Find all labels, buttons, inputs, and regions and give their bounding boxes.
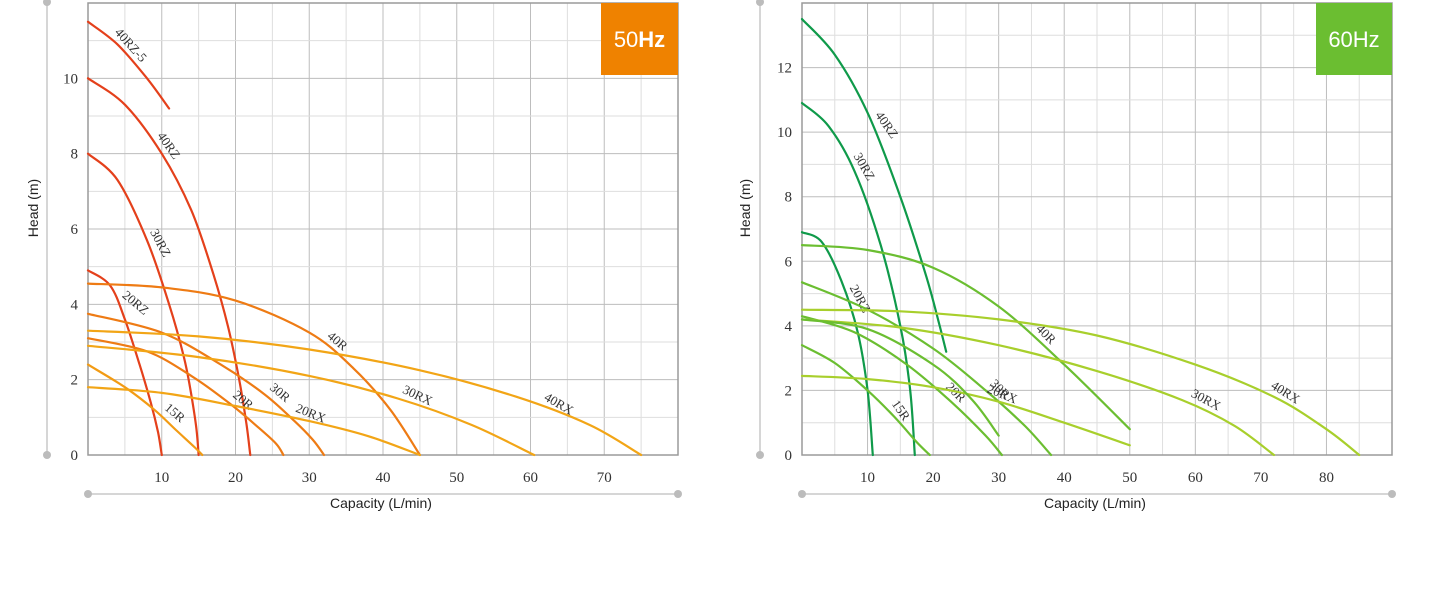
series-line-40rx [86,329,643,457]
series-line-40r [86,282,421,457]
y-tick-label: 6 [785,254,793,270]
series-line-15r [800,344,931,457]
frequency-badge [1316,3,1392,75]
frequency-badge-value: 60Hz [1328,27,1379,52]
y-tick-label: 10 [63,71,78,87]
x-tick-label: 50 [1122,470,1137,486]
series-line-40rz [86,77,252,457]
series-line-30rx [86,344,536,457]
x-tick-label: 20 [926,470,941,486]
series-line-20rx [86,386,421,457]
y-axis-rail-end [756,451,764,459]
series-line [800,318,1000,437]
plot-frame [87,2,679,456]
series-line-30rz [86,152,200,457]
y-tick-label: 2 [785,383,793,399]
chart-1: 10 20 30 40 50 60 70 0 2 4 6 8 10 Capacity (L/min) Hea… [25,0,682,511]
y-axis-rail-end [43,0,51,6]
y-tick-label: 4 [71,297,79,313]
series-line-30r [86,312,326,457]
series-line-20rz [800,231,874,457]
series-line-40rz-5 [86,20,171,110]
x-tick-label: 40 [376,470,391,486]
y-tick-label: 2 [71,373,79,389]
y-tick-label: 10 [777,125,792,141]
x-tick-label: 20 [228,470,243,486]
y-axis-label: Head (m) [737,179,753,237]
x-tick-label: 10 [860,470,875,486]
x-tick-label: 70 [1253,470,1268,486]
x-axis-rail-end [674,490,682,498]
x-tick-label: 10 [154,470,169,486]
frequency-badge-unit: Hz [638,27,665,52]
frequency-badge-label: 50Hz [614,27,665,52]
y-tick-label: 0 [71,448,79,464]
x-tick-label: 60 [1188,470,1203,486]
x-tick-label: 70 [597,470,612,486]
x-axis-label: Capacity (L/min) [1044,495,1146,511]
y-tick-label: 8 [71,147,79,163]
series-line-30rz [800,102,916,457]
frequency-badge [601,3,678,75]
x-axis-label: Capacity (L/min) [330,495,432,511]
plot-frame [801,2,1393,456]
series-line-15r [86,363,204,457]
series-line-40r [800,244,1131,431]
x-axis-rail-end [84,490,92,498]
series-line-40rz [800,18,948,353]
series-line-20r [800,315,1003,457]
x-tick-label: 60 [523,470,538,486]
y-tick-label: 12 [777,61,792,77]
series-line-40rx [800,308,1361,457]
y-tick-label: 6 [71,222,79,238]
chart-2: 10 20 30 40 50 60 70 80 0 2 4 6 8 10 12 Capacity (L/min… [737,0,1396,511]
series-line-30r [800,281,1053,457]
y-axis-label: Head (m) [25,179,41,237]
x-tick-label: 30 [302,470,317,486]
y-tick-label: 4 [785,319,793,335]
series-line-30rx [800,318,1276,457]
frequency-badge-label: 60Hz [1328,27,1379,52]
x-axis-rail-end [798,490,806,498]
frequency-badge-value: 50 [614,27,638,52]
x-tick-label: 40 [1057,470,1072,486]
x-tick-label: 80 [1319,470,1334,486]
series-line-20rz [86,269,163,457]
y-tick-label: 0 [785,448,793,464]
x-axis-rail-end [1388,490,1396,498]
y-axis-rail-end [756,0,764,6]
x-tick-label: 30 [991,470,1006,486]
x-tick-label: 50 [449,470,464,486]
y-axis-rail-end [43,451,51,459]
y-tick-label: 8 [785,190,793,206]
